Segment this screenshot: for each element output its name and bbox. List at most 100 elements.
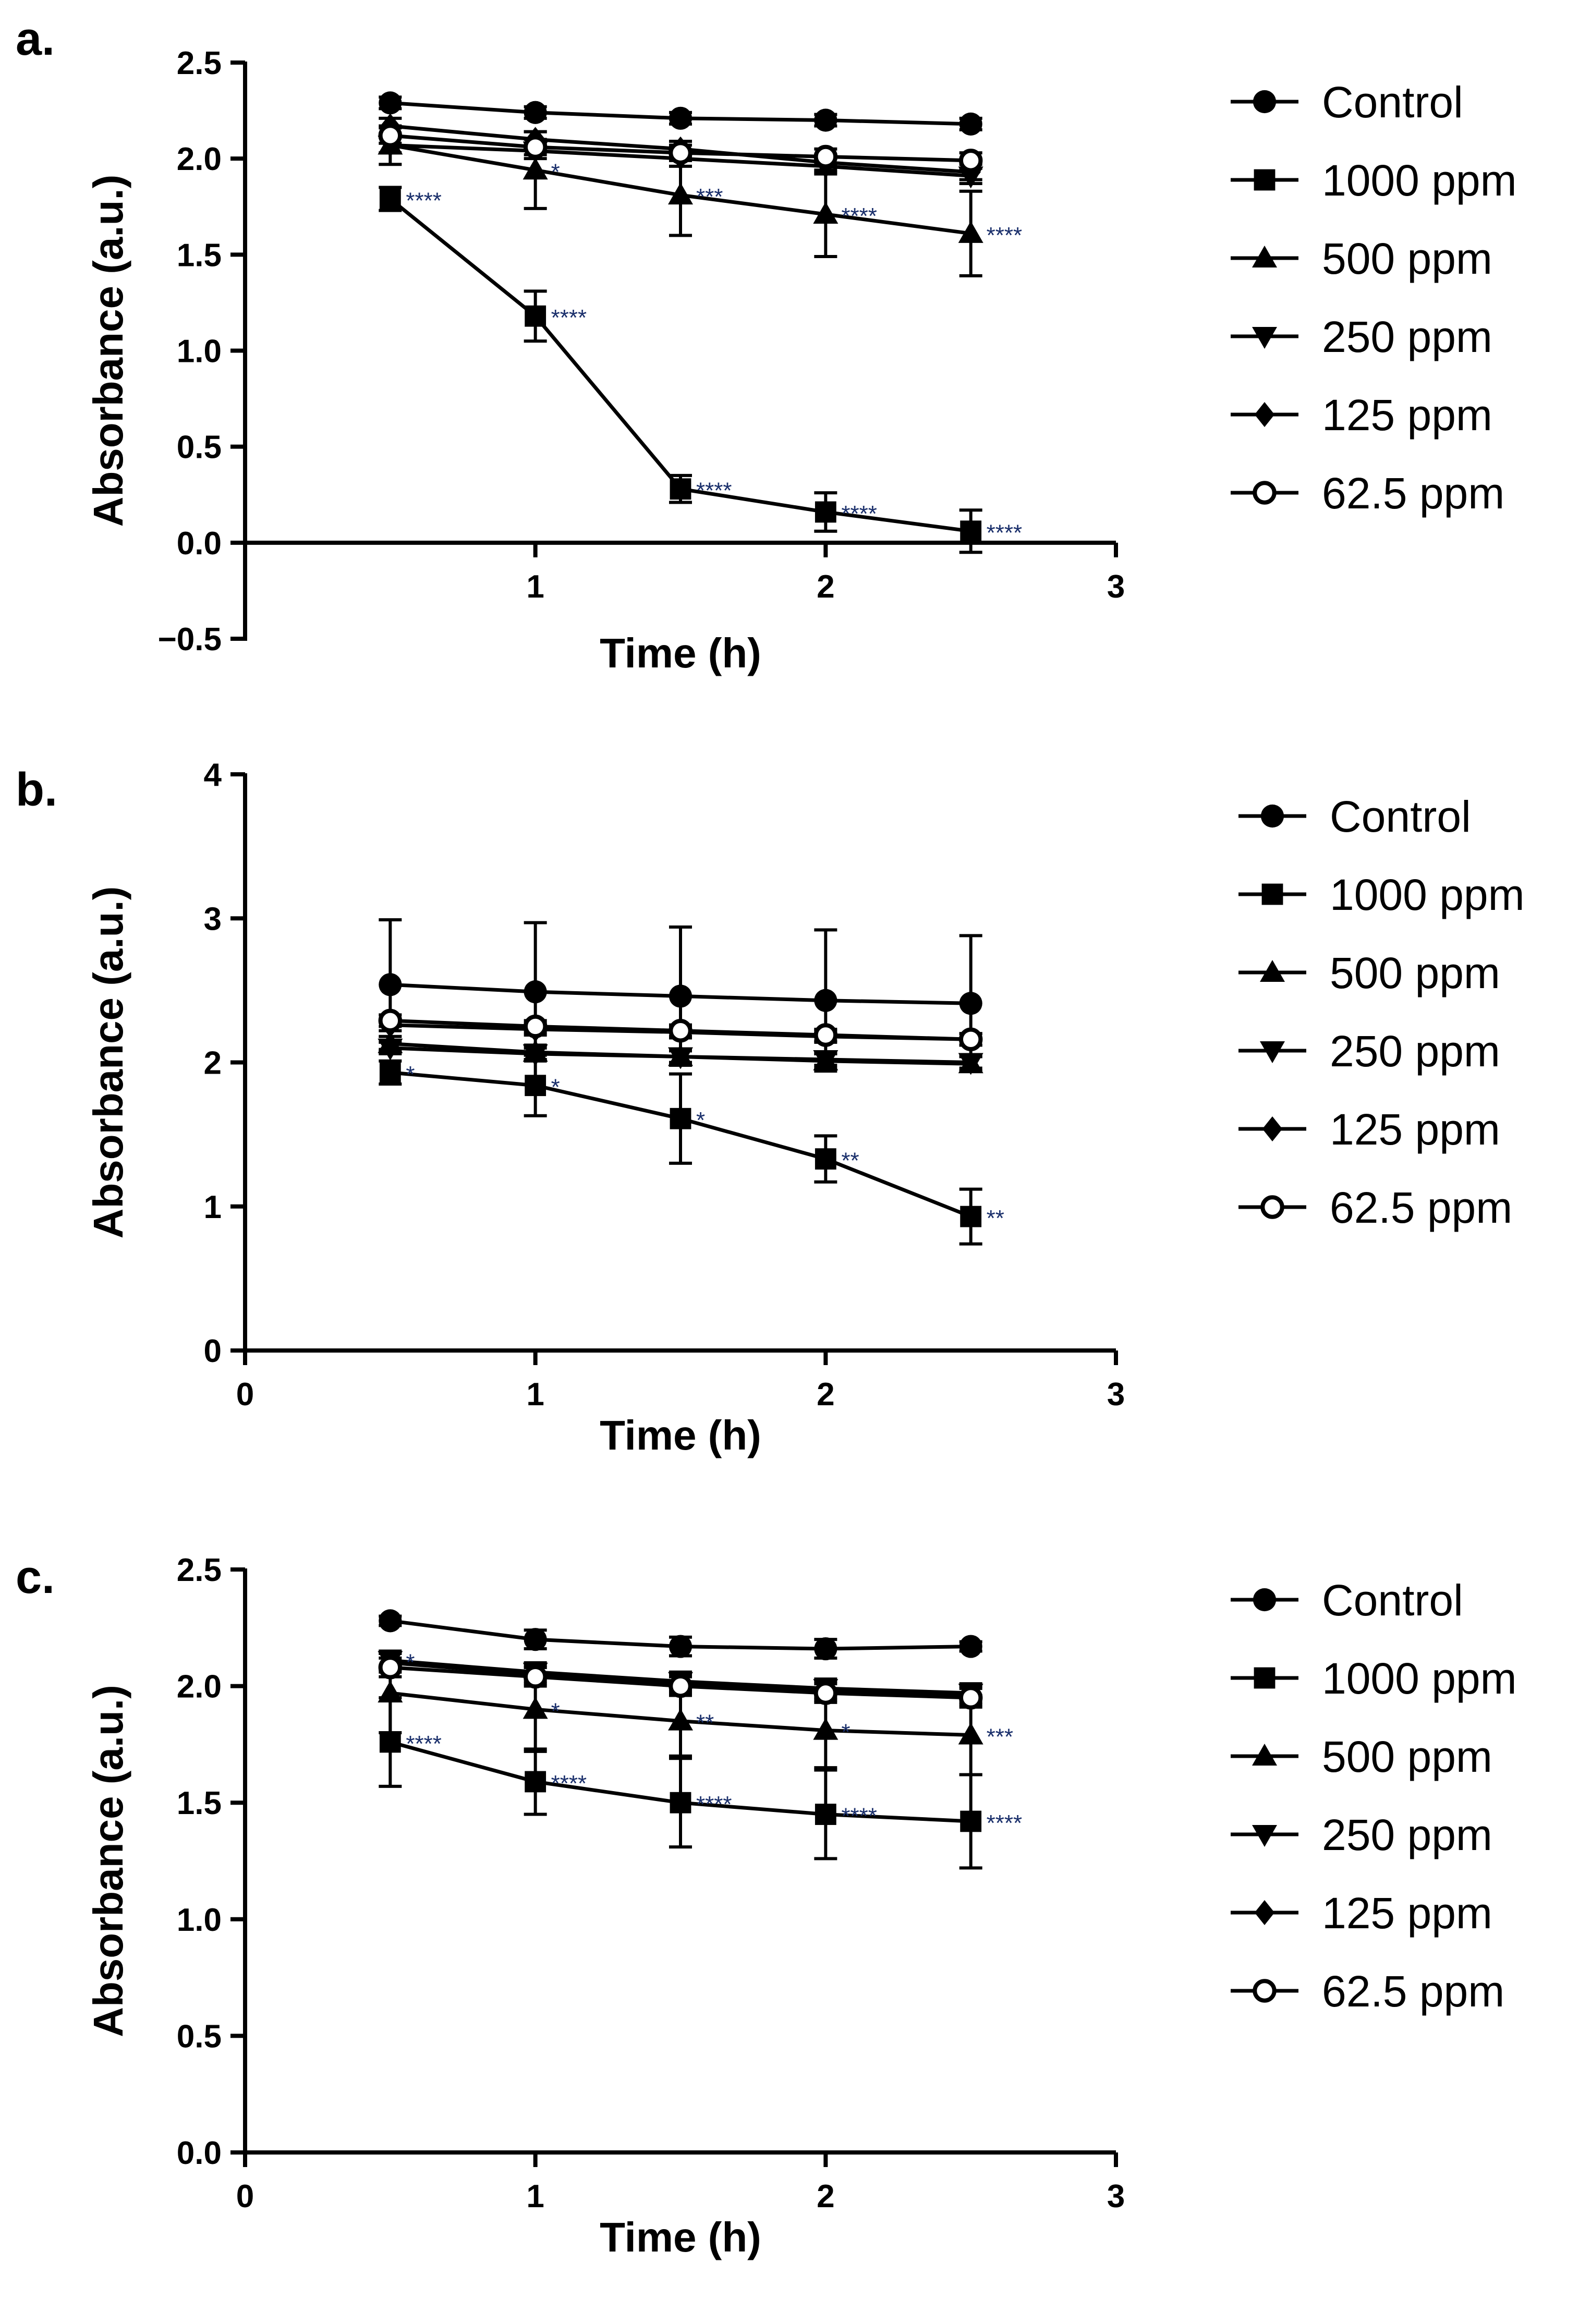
y-tick-label: 1.0 (177, 1902, 222, 1938)
data-point (959, 992, 982, 1015)
data-point (958, 221, 983, 243)
legend-label: Control (1322, 78, 1463, 127)
data-point (670, 1792, 691, 1814)
data-point (814, 989, 837, 1012)
data-point (958, 1027, 983, 1052)
legend-label: 500 ppm (1322, 1732, 1492, 1781)
x-tick-label: 1 (526, 569, 544, 605)
data-point (960, 520, 982, 542)
significance-label: **** (987, 1810, 1023, 1836)
x-tick-label: 3 (1107, 1377, 1125, 1413)
data-point (958, 1722, 983, 1745)
legend-item: 500 ppm (1231, 1732, 1492, 1781)
data-point (669, 984, 693, 1008)
data-point (378, 124, 403, 148)
data-point (813, 1718, 839, 1740)
data-point (813, 1023, 838, 1047)
y-tick-label: 2 (204, 1045, 222, 1081)
series-circle (379, 91, 982, 136)
legend-item: 500 ppm (1238, 948, 1500, 997)
y-tick-label: 1.0 (177, 334, 222, 370)
data-point (958, 1053, 983, 1075)
series-square: ******* (379, 1053, 1004, 1246)
legend-label: 62.5 ppm (1322, 469, 1504, 518)
legend-marker (1260, 1195, 1284, 1219)
legend: Control 1000 ppm 500 ppm 250 ppm 125 ppm 62.5… (1238, 792, 1525, 1232)
legend-label: 250 ppm (1322, 1810, 1492, 1859)
y-tick-label: 4 (204, 757, 222, 793)
x-tick-label: 1 (526, 2179, 544, 2215)
x-tick-label: 1 (526, 1377, 544, 1413)
legend-item: 250 ppm (1231, 1810, 1492, 1859)
data-point (958, 149, 983, 173)
series-circle-open (378, 1656, 983, 1710)
data-point (814, 108, 837, 132)
significance-label: * (551, 159, 560, 185)
data-point (524, 980, 547, 1004)
significance-label: **** (841, 203, 877, 229)
legend-label: 1000 ppm (1330, 870, 1525, 919)
legend-label: 250 ppm (1322, 312, 1492, 361)
data-point (813, 201, 839, 224)
data-point (378, 1656, 403, 1680)
legend-marker (1252, 1825, 1277, 1847)
data-point (525, 305, 546, 327)
legend-marker (1253, 1979, 1277, 2003)
data-point (379, 1731, 401, 1753)
legend-label: Control (1322, 1576, 1463, 1625)
y-tick-label: 0.5 (177, 2018, 222, 2054)
significance-label: **** (987, 223, 1023, 248)
y-tick-label: 2.0 (177, 141, 222, 177)
series-circle (379, 1609, 982, 1661)
chart-panel-1: a. −0.5 0.0 0.5 1.0 1.5 2.0 2.5 1 2 3 Time (h) Absor… (16, 13, 1517, 676)
legend-item: Control (1238, 792, 1471, 841)
data-point (524, 101, 547, 124)
data-point (668, 1708, 693, 1731)
series-circle (379, 918, 982, 1073)
x-tick-label: 0 (236, 1377, 254, 1413)
significance-label: **** (406, 1731, 442, 1757)
data-point (813, 144, 838, 169)
panel-label: a. (16, 13, 55, 65)
significance-label: *** (696, 184, 723, 210)
data-point (669, 141, 693, 165)
legend-label: 62.5 ppm (1322, 1967, 1504, 2016)
data-point (668, 1047, 693, 1069)
legend-label: 125 ppm (1322, 1889, 1492, 1938)
legend-marker (1260, 1041, 1285, 1063)
series-circle-open (378, 1008, 983, 1052)
legend-item: 1000 ppm (1238, 870, 1525, 919)
data-point (523, 1664, 548, 1689)
y-tick-label: 1 (204, 1189, 222, 1225)
significance-label: * (841, 1720, 850, 1745)
legend-label: 250 ppm (1330, 1027, 1500, 1076)
y-tick-label: 3 (204, 901, 222, 937)
data-point (960, 1810, 982, 1832)
significance-label: **** (696, 1792, 732, 1817)
legend-marker (1254, 169, 1276, 191)
data-point (379, 973, 402, 996)
legend-label: 1000 ppm (1322, 156, 1517, 205)
legend-marker (1252, 1744, 1277, 1766)
x-tick-label: 0 (236, 2179, 254, 2215)
y-tick-label: 0.5 (177, 430, 222, 466)
significance-label: ** (841, 1148, 859, 1174)
significance-label: *** (987, 1724, 1013, 1750)
data-point (669, 1635, 693, 1658)
data-point (813, 1681, 838, 1705)
significance-label: * (551, 1698, 560, 1724)
data-point (669, 1674, 693, 1698)
data-point (378, 1038, 403, 1061)
series-triangle-down (378, 1038, 983, 1075)
legend-marker (1260, 804, 1284, 828)
data-point (815, 1148, 836, 1170)
significance-label: ** (987, 1206, 1004, 1231)
data-point (815, 501, 836, 523)
legend: Control 1000 ppm 500 ppm 250 ppm 125 ppm 62.5… (1231, 1576, 1517, 2016)
y-tick-label: 0.0 (177, 2135, 222, 2171)
legend-item: 500 ppm (1231, 234, 1492, 283)
y-axis-title: Absorbance (a.u.) (85, 175, 131, 527)
series-square: **** **** **** **** **** (379, 186, 1022, 554)
data-point (525, 1075, 546, 1097)
